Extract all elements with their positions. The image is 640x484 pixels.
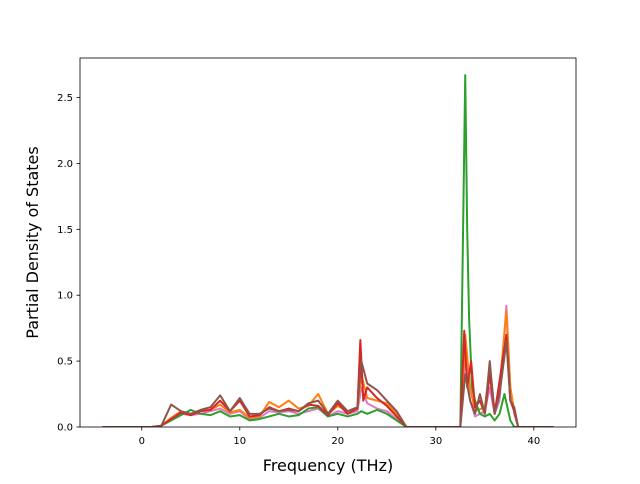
series-line-3 (102, 74, 554, 427)
x-axis-label: Frequency (THz) (263, 456, 393, 475)
x-tick-label: 10 (233, 436, 246, 447)
x-tick-label: 30 (429, 436, 442, 447)
x-axis-ticks: 0 10 20 30 40 (139, 427, 540, 447)
x-tick-label: 20 (331, 436, 344, 447)
y-tick-label: 2.0 (57, 159, 73, 170)
y-tick-label: 1.5 (57, 225, 73, 236)
x-tick-label: 40 (527, 436, 540, 447)
series-layer (102, 74, 554, 427)
plot-frame (79, 57, 577, 428)
series-line-5 (102, 340, 554, 427)
y-tick-label: 2.5 (57, 93, 73, 104)
y-axis-ticks: 0.0 0.5 1.0 1.5 2.0 2.5 (57, 93, 80, 434)
series-line-1 (102, 304, 554, 427)
y-tick-label: 0.5 (57, 357, 73, 368)
y-axis-label: Partial Density of States (23, 146, 42, 338)
x-tick-label: 0 (139, 436, 145, 447)
y-tick-label: 0.0 (57, 423, 73, 434)
y-tick-label: 1.0 (57, 291, 73, 302)
